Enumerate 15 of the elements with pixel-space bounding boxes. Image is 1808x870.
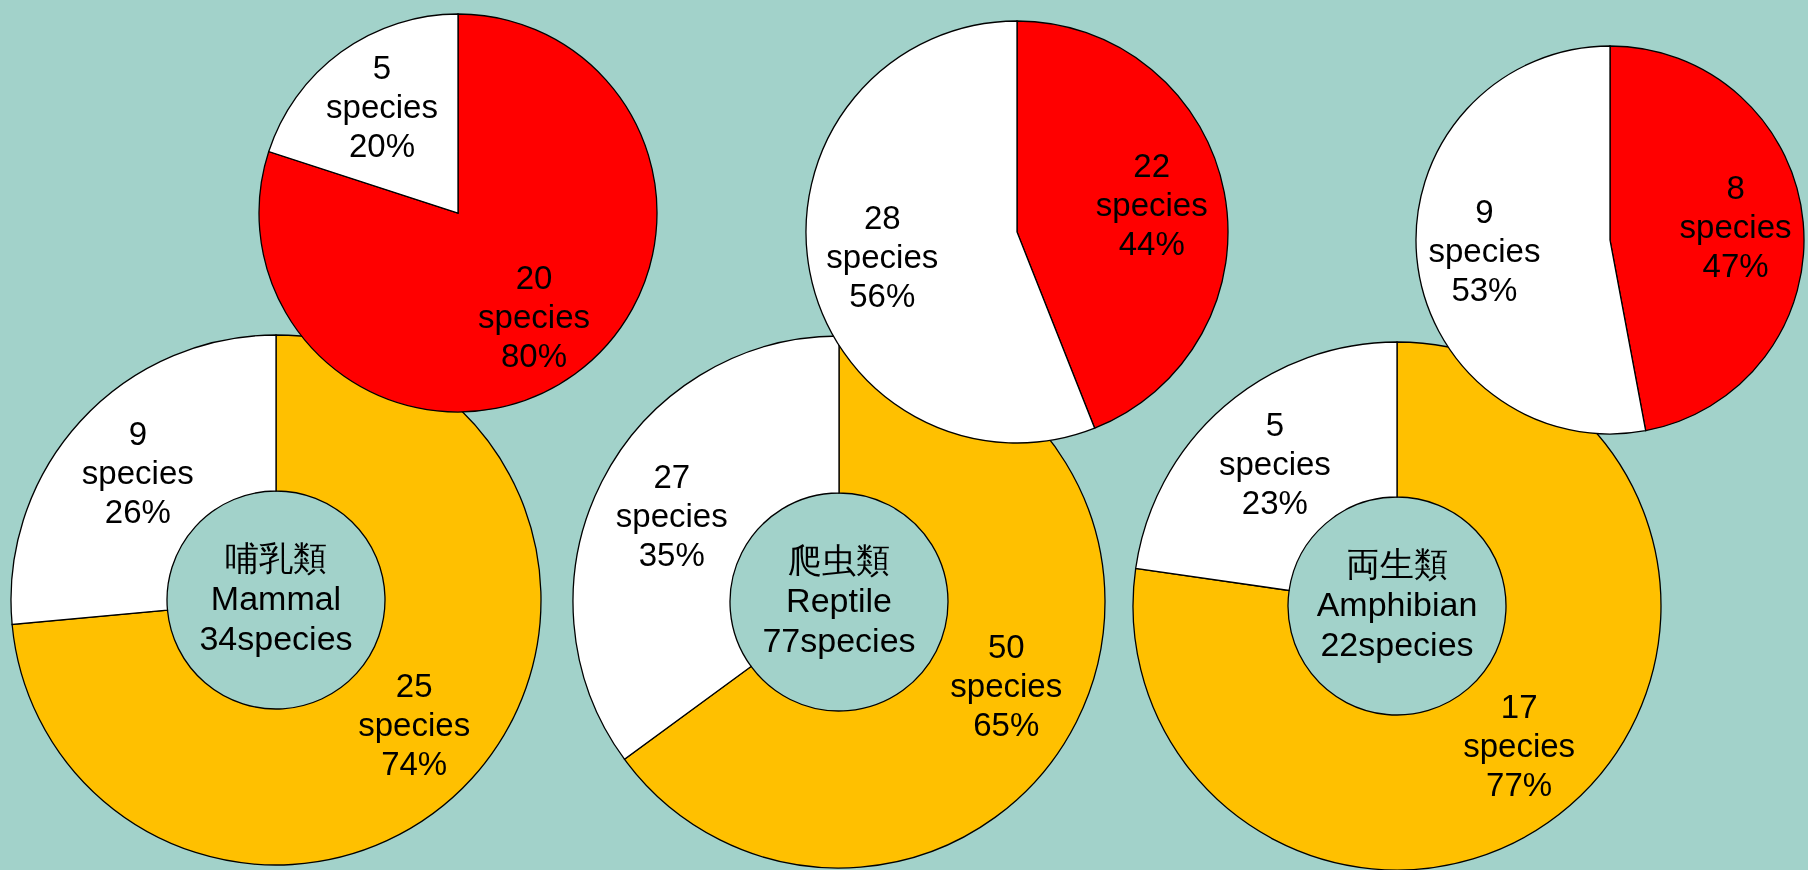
- data-label: 27 species 35%: [615, 458, 728, 574]
- text: 哺乳類 Mammal 34species: [199, 539, 353, 657]
- text: 両生類 Amphibian 22species: [1316, 545, 1478, 663]
- data-label: 9 species 26%: [81, 415, 194, 531]
- data-label: 28 species 56%: [826, 198, 939, 314]
- data-label: 5 species 23%: [1218, 406, 1331, 522]
- text: 爬虫類 Reptile 77species: [762, 541, 916, 659]
- data-label: 22 species 44%: [1095, 147, 1208, 263]
- data-label: 25 species 74%: [358, 666, 471, 782]
- data-label: 8 species 47%: [1679, 169, 1792, 285]
- data-label: 5 species 20%: [326, 49, 438, 165]
- data-label: 9 species 53%: [1428, 192, 1541, 308]
- data-label: 20 species 80%: [478, 258, 590, 374]
- data-label: 17 species 77%: [1463, 687, 1576, 803]
- data-label: 50 species 65%: [950, 627, 1063, 743]
